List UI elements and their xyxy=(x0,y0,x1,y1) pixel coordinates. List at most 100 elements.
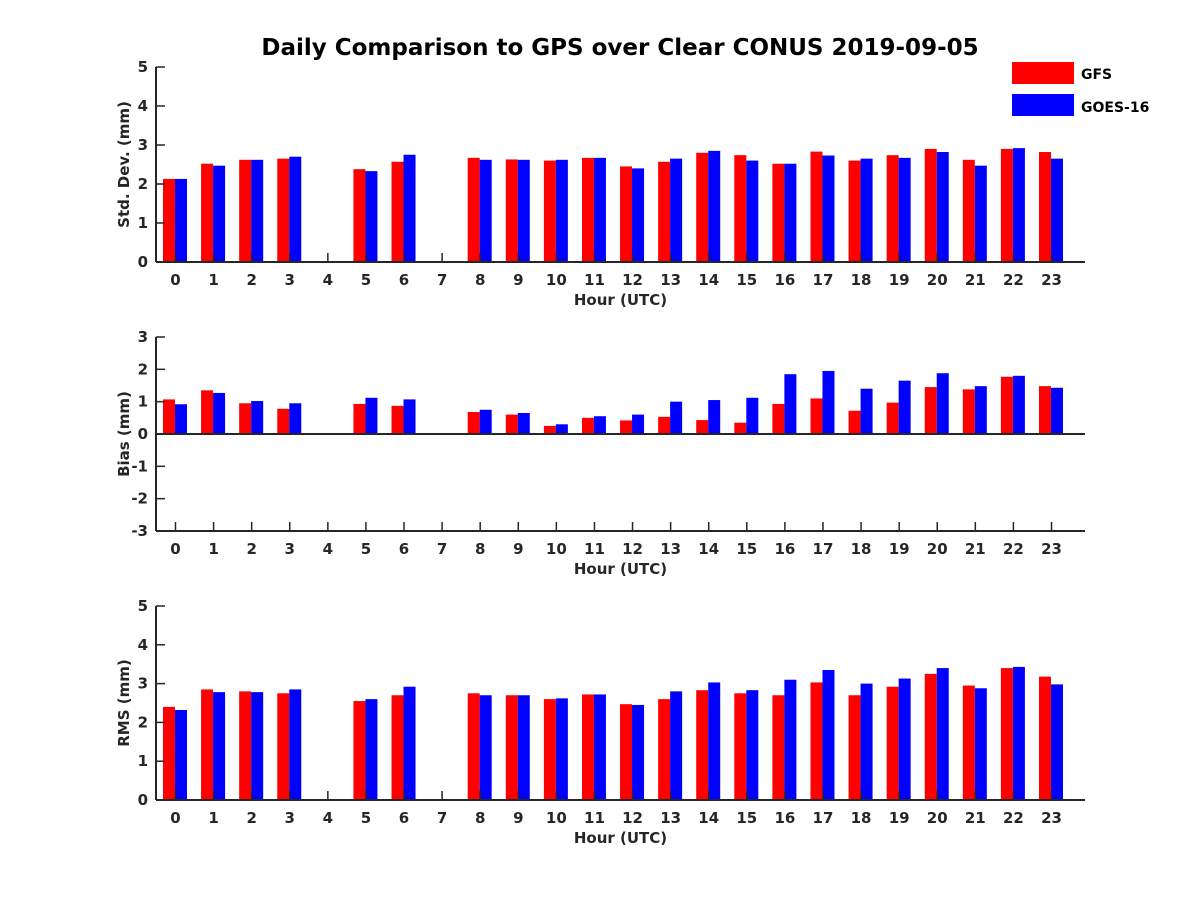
x-tick-label-bias-14: 14 xyxy=(698,540,719,558)
bar-rms-goes16-8 xyxy=(479,695,492,800)
bar-bias-gfs-9 xyxy=(505,414,518,434)
bar-bias-goes16-20 xyxy=(936,373,949,434)
bar-rms-goes16-12 xyxy=(632,704,645,800)
bar-rms-gfs-17 xyxy=(810,682,823,800)
bar-rms-gfs-11 xyxy=(581,694,594,800)
x-tick-label-bias-18: 18 xyxy=(851,540,872,558)
x-tick-label-rms-1: 1 xyxy=(208,809,218,827)
x-tick-label-rms-15: 15 xyxy=(736,809,757,827)
y-tick-label-rms-3: 3 xyxy=(138,675,148,693)
bar-rms-goes16-15 xyxy=(746,690,759,800)
bar-rms-gfs-20 xyxy=(924,673,937,800)
x-tick-label-rms-2: 2 xyxy=(246,809,256,827)
x-tick-label-bias-3: 3 xyxy=(285,540,295,558)
x-tick-label-stddev-21: 21 xyxy=(965,271,986,289)
x-tick-label-stddev-23: 23 xyxy=(1041,271,1062,289)
bar-stddev-gfs-6 xyxy=(391,161,404,262)
bar-stddev-goes16-12 xyxy=(632,168,645,262)
x-tick-label-bias-12: 12 xyxy=(622,540,643,558)
x-tick-label-rms-22: 22 xyxy=(1003,809,1024,827)
y-tick-label-rms-4: 4 xyxy=(138,636,148,654)
x-tick-label-bias-5: 5 xyxy=(361,540,371,558)
x-tick-label-rms-18: 18 xyxy=(851,809,872,827)
bar-stddev-gfs-18 xyxy=(848,160,861,262)
bar-bias-gfs-13 xyxy=(658,416,671,434)
bar-rms-goes16-6 xyxy=(403,686,416,800)
bar-stddev-gfs-21 xyxy=(962,159,975,262)
bar-bias-gfs-5 xyxy=(353,403,366,434)
bar-stddev-goes16-18 xyxy=(860,158,873,262)
bar-stddev-goes16-23 xyxy=(1051,158,1063,262)
bar-bias-goes16-23 xyxy=(1051,387,1063,434)
bar-bias-goes16-14 xyxy=(708,400,721,434)
bar-bias-gfs-15 xyxy=(734,422,747,434)
y-tick-label-stddev-3: 3 xyxy=(138,136,148,154)
bar-stddev-gfs-5 xyxy=(353,169,366,262)
x-tick-label-stddev-16: 16 xyxy=(774,271,795,289)
bar-bias-gfs-8 xyxy=(467,412,480,434)
bar-stddev-goes16-22 xyxy=(1012,148,1025,262)
bar-rms-goes16-18 xyxy=(860,683,873,800)
bar-bias-gfs-19 xyxy=(886,402,899,434)
bar-stddev-goes16-6 xyxy=(403,154,416,262)
y-tick-label-stddev-0: 0 xyxy=(138,253,148,271)
bar-rms-goes16-2 xyxy=(251,692,264,800)
bar-rms-gfs-3 xyxy=(277,693,290,800)
bar-stddev-goes16-17 xyxy=(822,155,835,262)
x-tick-label-bias-2: 2 xyxy=(246,540,256,558)
x-tick-label-rms-12: 12 xyxy=(622,809,643,827)
x-tick-label-bias-1: 1 xyxy=(208,540,218,558)
legend-label-gfs: GFS xyxy=(1081,67,1112,83)
x-tick-label-bias-4: 4 xyxy=(323,540,333,558)
bar-rms-gfs-5 xyxy=(353,701,366,800)
bar-stddev-goes16-9 xyxy=(517,159,530,262)
x-tick-label-bias-17: 17 xyxy=(813,540,834,558)
x-tick-label-stddev-10: 10 xyxy=(546,271,567,289)
bar-rms-gfs-8 xyxy=(467,693,480,800)
x-tick-label-bias-11: 11 xyxy=(584,540,605,558)
x-tick-label-stddev-5: 5 xyxy=(361,271,371,289)
y-tick-label-bias--3: -3 xyxy=(131,522,148,540)
bar-rms-goes16-10 xyxy=(555,698,568,800)
bar-rms-gfs-12 xyxy=(620,704,633,800)
y-tick-label-bias-3: 3 xyxy=(138,328,148,346)
legend-label-goes16: GOES-16 xyxy=(1081,100,1149,116)
bar-stddev-goes16-16 xyxy=(784,163,797,262)
x-tick-label-stddev-13: 13 xyxy=(660,271,681,289)
y-tick-label-bias--2: -2 xyxy=(131,490,148,508)
bar-bias-goes16-8 xyxy=(479,409,492,434)
bar-bias-gfs-11 xyxy=(581,417,594,434)
bar-stddev-gfs-9 xyxy=(505,159,518,262)
y-tick-label-bias-2: 2 xyxy=(138,360,148,378)
bar-bias-gfs-3 xyxy=(277,408,290,434)
bar-rms-goes16-23 xyxy=(1051,684,1063,800)
bar-rms-goes16-1 xyxy=(213,692,226,800)
bar-bias-goes16-17 xyxy=(822,370,835,434)
bar-rms-goes16-0 xyxy=(175,709,187,800)
bar-bias-goes16-18 xyxy=(860,388,873,434)
bar-stddev-gfs-22 xyxy=(1000,148,1013,262)
bar-bias-goes16-3 xyxy=(289,403,302,434)
y-tick-label-rms-2: 2 xyxy=(138,713,148,731)
bar-rms-goes16-21 xyxy=(974,688,987,800)
bar-rms-gfs-19 xyxy=(886,686,899,800)
x-tick-label-bias-22: 22 xyxy=(1003,540,1024,558)
bar-rms-gfs-18 xyxy=(848,695,861,800)
bar-stddev-goes16-3 xyxy=(289,156,302,262)
bar-bias-gfs-6 xyxy=(391,405,404,434)
x-tick-label-rms-7: 7 xyxy=(437,809,447,827)
x-tick-label-bias-9: 9 xyxy=(513,540,523,558)
y-tick-label-rms-1: 1 xyxy=(138,752,148,770)
x-tick-label-bias-10: 10 xyxy=(546,540,567,558)
x-tick-label-stddev-22: 22 xyxy=(1003,271,1024,289)
legend-swatch-gfs xyxy=(1012,62,1074,84)
x-tick-label-stddev-18: 18 xyxy=(851,271,872,289)
x-tick-label-stddev-8: 8 xyxy=(475,271,485,289)
x-tick-label-rms-16: 16 xyxy=(774,809,795,827)
y-tick-label-rms-5: 5 xyxy=(138,597,148,615)
bar-bias-gfs-16 xyxy=(772,403,785,434)
x-tick-label-stddev-7: 7 xyxy=(437,271,447,289)
